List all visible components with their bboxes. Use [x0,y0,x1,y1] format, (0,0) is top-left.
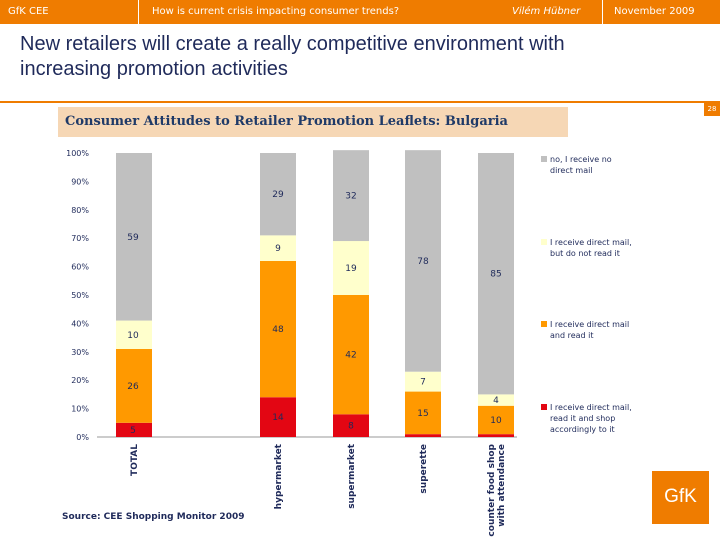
legend-label: and read it [550,331,594,340]
legend-swatch [541,404,547,410]
data-label: 59 [127,233,139,243]
bar-segment [333,295,369,415]
data-label: 5 [130,426,136,436]
y-tick-label: 80% [71,206,89,215]
y-tick-label: 20% [71,376,89,385]
y-tick-label: 60% [71,263,89,272]
bar-segment [333,241,369,295]
y-tick-label: 30% [71,348,89,357]
legend-label: I receive direct mail [550,320,629,329]
bar-segment [333,150,369,242]
category-label: supermarket [347,443,357,508]
legend-swatch [541,156,547,162]
bar-segment [405,434,441,437]
legend-label: I receive direct mail, [550,238,632,247]
data-label: 14 [272,413,284,423]
source-note: Source: CEE Shopping Monitor 2009 [62,512,245,522]
y-tick-label: 50% [71,291,89,300]
title-rule [0,101,720,103]
data-label: 15 [417,409,428,419]
header-author: Vilém Hübner [512,6,581,17]
category-label: hypermarket [274,443,284,509]
data-label: 32 [345,192,356,202]
legend-label: accordingly to it [550,425,615,434]
y-tick-label: 0% [76,433,89,442]
bar-segment [333,414,369,437]
bar-segment [405,371,441,392]
category-label: counter food shop [487,443,497,536]
y-tick-label: 10% [71,405,89,414]
data-label: 19 [345,264,357,274]
data-label: 8 [348,422,354,432]
data-label: 29 [272,190,284,200]
data-label: 10 [127,331,139,341]
data-label: 85 [490,270,501,280]
bar-segment [478,394,514,406]
legend-label: I receive direct mail, [550,403,632,412]
logo-text: GfK [664,486,697,507]
legend-label: but do not read it [550,249,620,258]
y-tick-label: 90% [71,177,89,186]
data-label: 9 [275,244,281,254]
header-bar: GfK CEE How is current crisis impacting … [0,0,720,24]
category-label: TOTAL [130,444,140,476]
header-topic: How is current crisis impacting consumer… [152,6,400,17]
legend-label: no, I receive no [550,155,612,164]
chart-title: Consumer Attitudes to Retailer Promotion… [58,107,568,137]
bar-segment [116,320,152,349]
header-date: November 2009 [614,6,695,17]
bar-segment [260,260,296,398]
data-label: 26 [127,382,139,392]
y-tick-label: 100% [66,149,89,158]
legend-swatch [541,239,547,245]
bar-segment [260,397,296,437]
legend-label: direct mail [550,166,593,175]
bar-segment [478,153,514,395]
bar-segment [405,150,441,372]
header-divider [602,0,603,24]
header-divider [138,0,139,24]
data-label: 42 [345,351,356,361]
bar-segment [116,422,152,437]
gfk-logo: GfK [652,471,709,524]
bar-segment [478,434,514,437]
bar-segment [260,153,296,236]
data-label: 4 [493,396,499,406]
page-number: 28 [704,102,720,116]
y-tick-label: 40% [71,319,89,328]
category-label: with attendance [497,444,507,527]
header-brand: GfK CEE [8,6,49,17]
slide-title: New retailers will create a really compe… [20,33,565,80]
category-label: superette [419,444,429,494]
legend-label: read it and shop [550,414,615,423]
bar-segment [405,391,441,435]
bar-segment [260,235,296,261]
bar-segment [116,153,152,321]
data-label: 7 [420,378,426,388]
bar-segment [478,405,514,435]
legend-swatch [541,321,547,327]
data-label: 48 [272,325,284,335]
data-label: 10 [490,416,502,426]
data-label: 78 [417,257,429,267]
bar-segment [116,348,152,423]
y-tick-label: 70% [71,234,89,243]
